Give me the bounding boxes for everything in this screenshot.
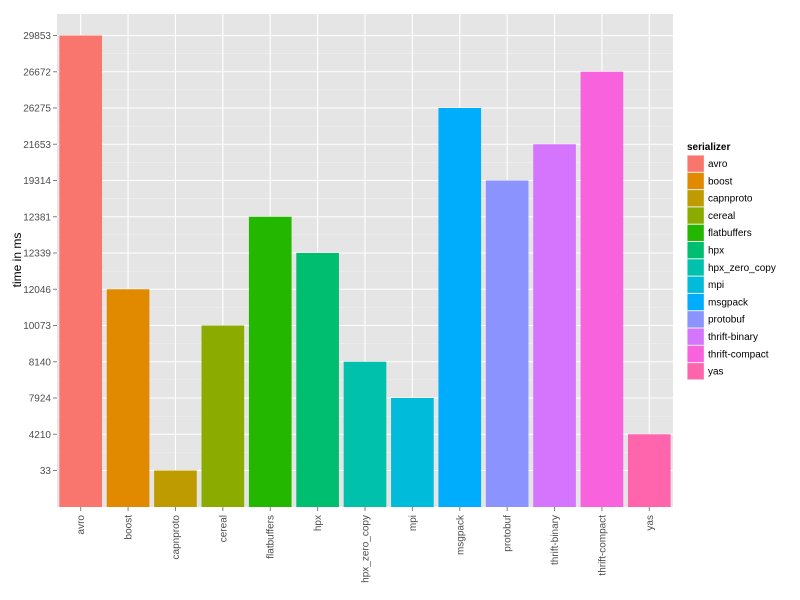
legend-label: capnproto (708, 194, 753, 205)
x-tick-label: flatbuffers (266, 515, 277, 559)
y-tick-label: 19314 (23, 176, 51, 187)
x-tick-label: boost (124, 515, 135, 540)
bar-boost (106, 289, 150, 507)
legend-swatch-cereal (687, 207, 704, 224)
legend-swatch-flatbuffers (687, 224, 704, 241)
y-tick-label: 8140 (29, 357, 52, 368)
legend-label: hpx (708, 246, 724, 257)
legend-label: protobuf (708, 315, 745, 326)
legend-label: avro (708, 159, 728, 170)
bar-hpx_zero_copy (343, 361, 387, 507)
x-tick-label: yas (645, 515, 656, 531)
bars (59, 35, 671, 507)
legend-swatch-thrift-compact (687, 345, 704, 363)
legend-swatch-boost (687, 172, 704, 190)
y-tick-label: 29853 (23, 31, 51, 42)
legend-swatch-avro (687, 155, 704, 172)
legend-swatch-hpx (687, 242, 704, 259)
legend-swatch-yas (687, 363, 704, 380)
legend-label: thrift-compact (708, 349, 769, 360)
legend-swatch-hpx_zero_copy (687, 259, 704, 276)
bar-thrift-compact (580, 71, 624, 507)
x-tick-label: avro (76, 515, 87, 535)
x-tick-label: thrift-binary (550, 515, 561, 565)
y-axis-label: time in ms (10, 233, 24, 288)
x-tick-label: protobuf (503, 515, 514, 552)
legend: serializer avro boost capnproto cereal flatb… (687, 142, 776, 380)
legend-swatch-capnproto (687, 190, 704, 207)
y-tick-label: 26275 (23, 104, 51, 115)
y-tick-label: 26672 (23, 67, 51, 78)
bar-cereal (201, 325, 245, 507)
bar-capnproto (154, 470, 197, 507)
x-tick-label: capnproto (171, 515, 182, 560)
bar-protobuf (485, 180, 529, 507)
y-tick-label: 4210 (29, 430, 52, 441)
y-tick-label: 33 (40, 466, 52, 477)
legend-swatch-thrift-binary (687, 328, 704, 345)
x-tick-label: thrift-compact (597, 515, 608, 576)
y-tick-label: 21653 (23, 140, 51, 151)
legend-label: hpx_zero_copy (708, 263, 776, 274)
y-tick-label: 10073 (23, 321, 51, 332)
y-axis: 33 4210 7924 8140 10073 12046 12339 12381 19314 2… (23, 31, 57, 477)
y-tick-label: 12046 (23, 285, 51, 296)
legend-label: flatbuffers (708, 228, 752, 239)
bar-flatbuffers (248, 216, 292, 507)
legend-label: yas (708, 367, 724, 378)
legend-label: mpi (708, 280, 724, 291)
y-tick-label: 7924 (29, 394, 52, 405)
legend-title: serializer (687, 142, 730, 153)
x-tick-label: hpx_zero_copy (361, 515, 372, 583)
legend-swatch-protobuf (687, 311, 704, 328)
legend-swatch-msgpack (687, 293, 704, 311)
bar-avro (59, 35, 103, 507)
legend-label: cereal (708, 211, 735, 222)
y-tick-label: 12339 (23, 249, 51, 260)
x-tick-label: msgpack (455, 514, 466, 555)
bar-thrift-binary (533, 144, 576, 507)
legend-label: boost (708, 176, 733, 187)
bar-hpx (296, 253, 339, 507)
x-tick-label: mpi (408, 515, 419, 531)
bar-yas (627, 434, 671, 507)
legend-swatch-mpi (687, 276, 704, 293)
x-tick-label: hpx (313, 515, 324, 531)
legend-label: msgpack (708, 297, 749, 308)
y-tick-label: 12381 (23, 212, 51, 223)
x-axis: avro boost capnproto cereal flatbuffers hpx hp… (76, 507, 656, 583)
legend-label: thrift-binary (708, 332, 758, 343)
bar-mpi (391, 398, 434, 507)
bar-msgpack (438, 108, 482, 507)
x-tick-label: cereal (218, 515, 229, 542)
